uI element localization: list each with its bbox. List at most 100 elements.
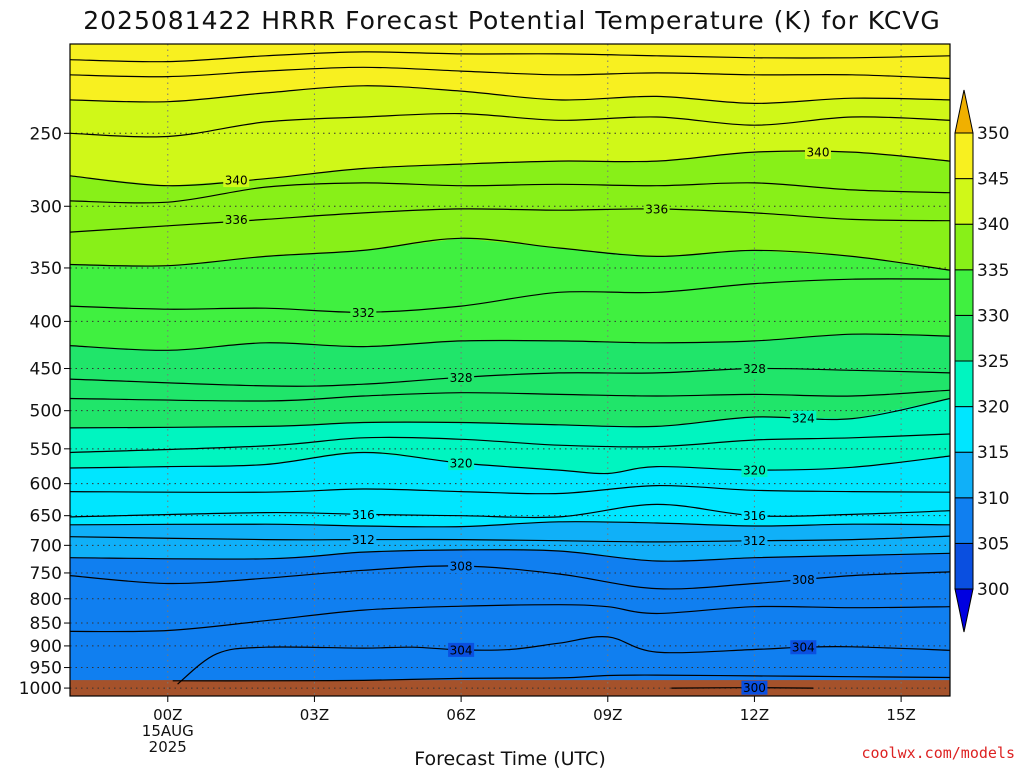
contour-label-bg [805,145,831,160]
contour-label-text: 312 [352,533,375,547]
colorbar-segment [954,132,974,180]
contour-label-316: 316 [741,508,768,523]
contour-label-bg [223,212,250,227]
contour-line-346 [70,66,950,80]
contour-line-336 [70,208,950,233]
y-tick-label: 250 [30,124,62,144]
contour-label-bg [350,532,377,547]
contour-label-bg [448,642,475,657]
contour-label-bg [790,410,817,425]
contour-label-320: 320 [741,463,768,478]
colorbar-tick-label: 340 [977,215,1009,235]
contour-label-text: 308 [792,573,815,587]
colorbar-segment [954,178,974,225]
contour-line-338 [70,182,950,204]
contour-label-bg [741,508,768,523]
x-axis-label: Forecast Time (UTC) [414,748,605,768]
contour-label-text: 328 [743,362,766,376]
y-tick-label: 1000 [19,679,62,699]
y-tick-label: 750 [30,564,62,584]
colorbar-segment [954,497,974,544]
y-tick-label: 850 [30,614,62,634]
contour-label-bg [741,463,768,478]
contour-line-314 [70,521,950,528]
colorbar-tick-label: 335 [977,261,1009,281]
plot-area: 340 340 336 336 332 328 328 324 320 320 316 316 312 3… [70,44,950,696]
y-tick-label: 350 [30,259,62,279]
contour-label-bg [448,558,475,573]
contour-line-324 [70,397,950,429]
y-tick-label: 500 [30,402,62,422]
contour-label-312: 312 [741,533,768,548]
x-tick-sublabel: 2025 [149,738,187,756]
y-tick-label: 600 [30,475,62,495]
contour-label-304: 304 [448,642,475,657]
contour-label-text: 324 [792,411,815,425]
x-tick-sublabel: 15AUG [142,722,194,740]
contour-label-text: 340 [807,146,830,160]
contour-label-bg [223,173,250,188]
contour-line-334 [70,237,950,271]
colorbar-segment [954,360,974,408]
x-tick-label: 00Z [153,706,182,724]
contour-label-text: 316 [352,508,375,522]
contour-label-text: 328 [450,371,473,385]
contour-line-310 [70,549,950,562]
contour-line-342 [70,112,950,138]
y-tick-label: 900 [30,637,62,657]
colorbar-segment [954,451,974,499]
contour-label-324: 324 [790,410,817,425]
contour-line-316 [70,503,950,519]
colorbar-segment-high [954,89,974,134]
x-tick-label: 15Z [886,706,915,724]
y-axis: 250 300 350 400 450 500 550 600 650 700 750 800 850 9… [19,124,70,699]
y-tick-label: 550 [30,440,62,460]
colorbar-tick-label: 325 [977,352,1009,372]
contour-label-300: 300 [741,680,768,695]
contour-label-text: 316 [743,509,766,523]
x-tick-label: 06Z [446,706,475,724]
colorbar-tick-label: 315 [977,443,1009,463]
y-tick-label: 400 [30,312,62,332]
contour-line-348 [70,51,950,63]
x-tick-label: 12Z [740,706,769,724]
contour-label-text: 304 [450,643,473,657]
contour-label-text: 336 [645,202,668,216]
contour-line-330 [70,333,950,351]
colorbar-segment [954,269,974,316]
contour-label-text: 300 [743,681,766,695]
grid-layer [70,44,950,696]
contour-label-bg [741,361,768,376]
contour-label-320: 320 [448,456,475,471]
colorbar-segment [954,542,974,590]
contour-label-312: 312 [350,532,377,547]
colorbar: 300 305 310 315 320 325 330 335 340 345 350 [954,89,1009,633]
contour-label-layer: 340 340 336 336 332 328 328 324 320 320 316 316 312 3… [223,145,831,695]
contour-line-302 [172,674,950,682]
contour-label-text: 336 [225,213,248,227]
contour-label-text: 304 [792,641,815,655]
y-tick-label: 950 [30,659,62,679]
contour-label-bg [790,640,817,655]
contour-label-308: 308 [448,558,475,573]
x-tick-label: 09Z [593,706,622,724]
contour-label-316: 316 [350,507,377,522]
contour-label-340: 340 [805,145,831,160]
contour-line-344 [70,85,950,105]
contour-line-306 [70,604,950,633]
contour-line-318 [70,484,950,495]
contour-label-328: 328 [741,361,768,376]
contour-label-bg [790,572,817,587]
contour-label-bg [350,507,377,522]
y-tick-label: 300 [30,197,62,217]
x-tick-label: 03Z [300,706,329,724]
contour-label-336: 336 [643,201,670,216]
contour-label-bg [448,456,475,471]
colorbar-segment [954,223,974,271]
contour-label-bg [643,201,670,216]
colorbar-segment-low [954,588,974,633]
colorbar-tick-label: 320 [977,398,1009,418]
contour-label-text: 308 [450,559,473,573]
